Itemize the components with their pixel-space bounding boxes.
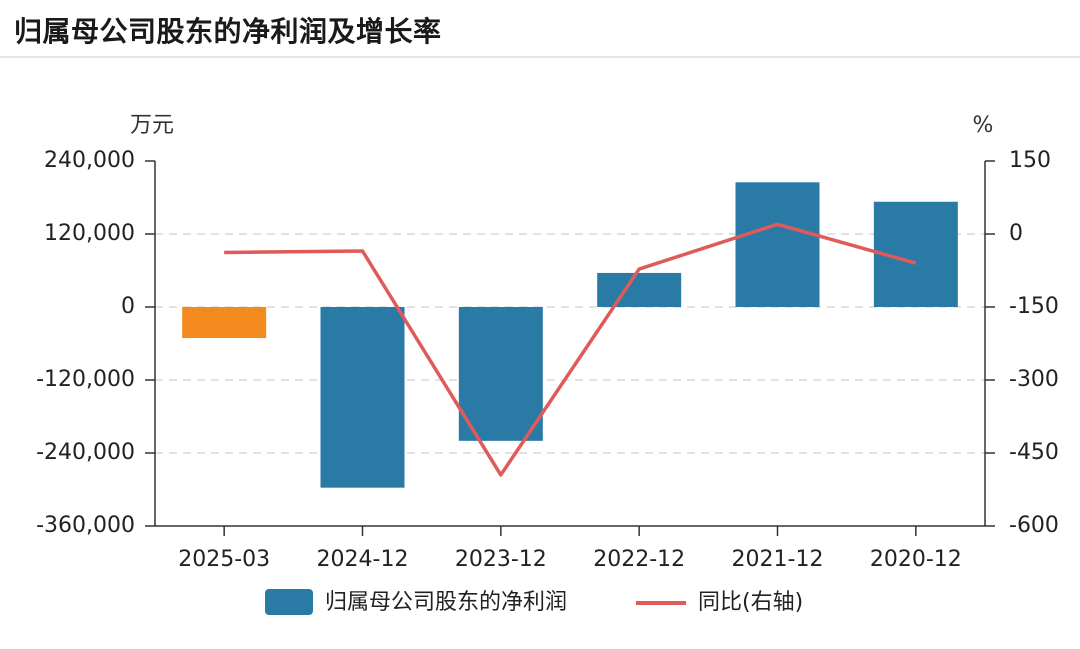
legend-bar-label: 归属母公司股东的净利润 bbox=[325, 590, 567, 615]
right-axis-unit: % bbox=[973, 113, 994, 138]
bar-2024-12 bbox=[320, 307, 405, 488]
left-tick-label: -360,000 bbox=[36, 513, 135, 538]
right-tick-label: -300 bbox=[1009, 367, 1059, 392]
left-axis-unit: 万元 bbox=[130, 113, 174, 138]
left-tick-label: 120,000 bbox=[44, 221, 135, 246]
left-tick-label: -240,000 bbox=[36, 440, 135, 465]
left-tick-label: -120,000 bbox=[36, 367, 135, 392]
left-tick-label: 240,000 bbox=[44, 148, 135, 173]
x-tick-label: 2024-12 bbox=[317, 547, 409, 572]
legend-line-label: 同比(右轴) bbox=[698, 590, 803, 615]
chart-title: 归属母公司股东的净利润及增长率 bbox=[14, 15, 442, 48]
chart-header: 归属母公司股东的净利润及增长率 bbox=[0, 0, 1080, 58]
legend-bar-swatch bbox=[265, 589, 313, 615]
x-tick-label: 2020-12 bbox=[870, 547, 962, 572]
x-tick-label: 2021-12 bbox=[732, 547, 824, 572]
bar-2023-12 bbox=[458, 307, 543, 441]
right-tick-label: -150 bbox=[1009, 294, 1059, 319]
x-tick-label: 2023-12 bbox=[455, 547, 547, 572]
bar-2025-03 bbox=[182, 307, 267, 339]
right-tick-label: 0 bbox=[1009, 221, 1023, 246]
bar-2021-12 bbox=[735, 182, 820, 307]
x-tick-label: 2025-03 bbox=[178, 547, 270, 572]
left-tick-label: 0 bbox=[121, 294, 135, 319]
right-tick-label: -450 bbox=[1009, 440, 1059, 465]
bar-2022-12 bbox=[597, 272, 682, 307]
right-tick-label: 150 bbox=[1009, 148, 1051, 173]
yoy-line bbox=[224, 222, 917, 477]
x-tick-label: 2022-12 bbox=[593, 547, 685, 572]
right-tick-label: -600 bbox=[1009, 513, 1059, 538]
